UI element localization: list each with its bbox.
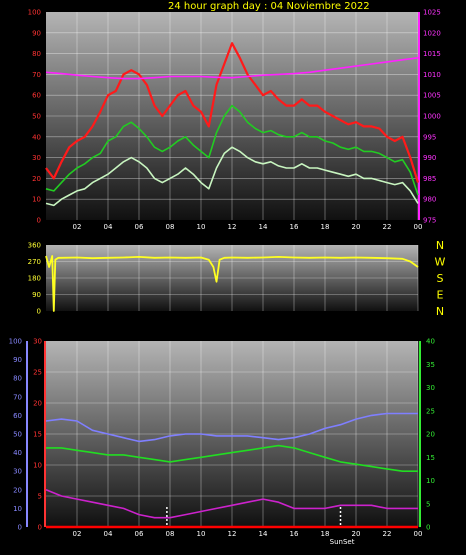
x-tick-label: 18 — [321, 223, 330, 231]
x-tick-label: 02 — [73, 223, 82, 231]
right_axis-tick-label: 35 — [426, 361, 435, 369]
chart-title: 24 hour graph day : 04 Noviembre 2022 — [168, 1, 370, 12]
left_axis-tick-label: 360 — [28, 242, 41, 250]
far_left_axis-tick-label: 30 — [13, 468, 22, 476]
left_axis-tick-label: 100 — [28, 9, 41, 17]
series-line-dewpoint — [45, 489, 418, 519]
right_axis-tick-label: 1000 — [423, 113, 441, 121]
x-tick-label: 20 — [352, 530, 361, 538]
left_axis-tick-label: 270 — [28, 258, 41, 266]
x-tick-label: 22 — [383, 530, 392, 538]
left_axis-tick-label: 30 — [33, 338, 42, 346]
x-tick-label: 02 — [73, 530, 82, 538]
far_left_axis-tick-label: 80 — [13, 375, 22, 383]
x-tick-label: 10 — [197, 530, 206, 538]
x-tick-label: 06 — [135, 223, 144, 231]
far_left_axis-tick-label: 90 — [13, 356, 22, 364]
right_axis-tick-label: 1010 — [423, 71, 441, 79]
far_left_axis-tick-label: 20 — [13, 486, 22, 494]
right_axis-tick-label: 1025 — [423, 9, 441, 17]
compass-letter: N — [436, 305, 444, 318]
x-tick-label: 14 — [259, 223, 268, 231]
x-tick-label: 22 — [383, 223, 392, 231]
x-tick-label: 00 — [414, 223, 423, 231]
left_axis-tick-label: 5 — [38, 493, 42, 501]
right_axis-tick-label: 10 — [426, 477, 435, 485]
x-tick-label: 12 — [228, 530, 237, 538]
right_axis-tick-label: 15 — [426, 454, 435, 462]
far_left_axis-tick-label: 100 — [9, 338, 22, 346]
compass-letter: N — [436, 239, 444, 252]
series-line-pressure — [45, 57, 419, 80]
x-tick-label: 04 — [104, 530, 113, 538]
right_axis-tick-label: 30 — [426, 384, 435, 392]
series-line-dir — [45, 255, 419, 312]
right_axis-tick-label: 0 — [426, 524, 430, 532]
right_axis-tick-label: 1005 — [423, 92, 441, 100]
far_left_axis-tick-label: 60 — [13, 412, 22, 420]
x-tick-label: 20 — [352, 223, 361, 231]
x-tick-label: 14 — [259, 530, 268, 538]
series-line-avg — [45, 104, 419, 196]
far_left_axis-tick-label: 50 — [13, 431, 22, 439]
x-tick-label: 12 — [228, 223, 237, 231]
left_axis-tick-label: 20 — [33, 400, 42, 408]
right_axis-tick-label: 980 — [423, 196, 436, 204]
sunset-label: SunSet — [330, 538, 355, 546]
right_axis-tick-label: 1015 — [423, 50, 441, 58]
left_axis-tick-label: 15 — [33, 431, 42, 439]
wind-pressure-panel: 0102030405060708090100975980985990995100… — [28, 9, 441, 232]
left_axis-tick-label: 90 — [32, 29, 41, 37]
series-line-min — [45, 146, 419, 207]
right_axis-tick-label: 40 — [426, 338, 435, 346]
right_axis-tick-label: 20 — [426, 431, 435, 439]
x-tick-label: 00 — [414, 530, 423, 538]
far_left_axis-tick-label: 0 — [18, 524, 22, 532]
left_axis-tick-label: 10 — [32, 196, 41, 204]
x-tick-label: 10 — [197, 223, 206, 231]
right_axis-tick-label: 985 — [423, 175, 436, 183]
far_left_axis-tick-label: 70 — [13, 393, 22, 401]
x-tick-label: 08 — [166, 223, 175, 231]
left_axis-tick-label: 180 — [28, 275, 41, 283]
left_axis-tick-label: 50 — [32, 113, 41, 121]
left_axis-tick-label: 40 — [32, 133, 41, 141]
right_axis-tick-label: 5 — [426, 500, 430, 508]
x-tick-label: 16 — [290, 530, 299, 538]
left_axis-tick-label: 30 — [32, 154, 41, 162]
compass-letter: E — [437, 289, 444, 302]
left_axis-tick-label: 70 — [32, 71, 41, 79]
left_axis-tick-label: 90 — [32, 291, 41, 299]
right_axis-tick-label: 990 — [423, 154, 436, 162]
x-tick-label: 16 — [290, 223, 299, 231]
series-line-humidity — [45, 412, 418, 443]
right_axis-tick-label: 25 — [426, 407, 435, 415]
x-tick-label: 06 — [135, 530, 144, 538]
far_left_axis-tick-label: 40 — [13, 449, 22, 457]
compass-letter: W — [435, 256, 446, 269]
series-line-temperature — [46, 444, 418, 473]
left_axis-tick-label: 0 — [38, 524, 42, 532]
far_left_axis-tick-label: 10 — [13, 505, 22, 513]
right_axis-tick-label: 1020 — [423, 29, 441, 37]
x-tick-label: 04 — [104, 223, 113, 231]
series-line-max — [45, 42, 420, 183]
compass-letter: S — [437, 272, 444, 285]
left_axis-tick-label: 0 — [37, 217, 41, 225]
x-tick-label: 18 — [321, 530, 330, 538]
right_axis-tick-label: 995 — [423, 133, 436, 141]
left_axis-tick-label: 25 — [33, 369, 42, 377]
x-tick-label: 08 — [166, 530, 175, 538]
right_axis-tick-label: 975 — [423, 217, 436, 225]
left_axis-tick-label: 10 — [33, 462, 42, 470]
wind-direction-panel: 0 90 180 270 360 — [28, 242, 419, 316]
left_axis-tick-label: 0 — [37, 308, 41, 316]
left_axis-tick-label: 60 — [32, 92, 41, 100]
climate-panel: 0102030405060708090100051015202530051015… — [9, 338, 435, 547]
left_axis-tick-label: 20 — [32, 175, 41, 183]
left_axis-tick-label: 80 — [32, 50, 41, 58]
